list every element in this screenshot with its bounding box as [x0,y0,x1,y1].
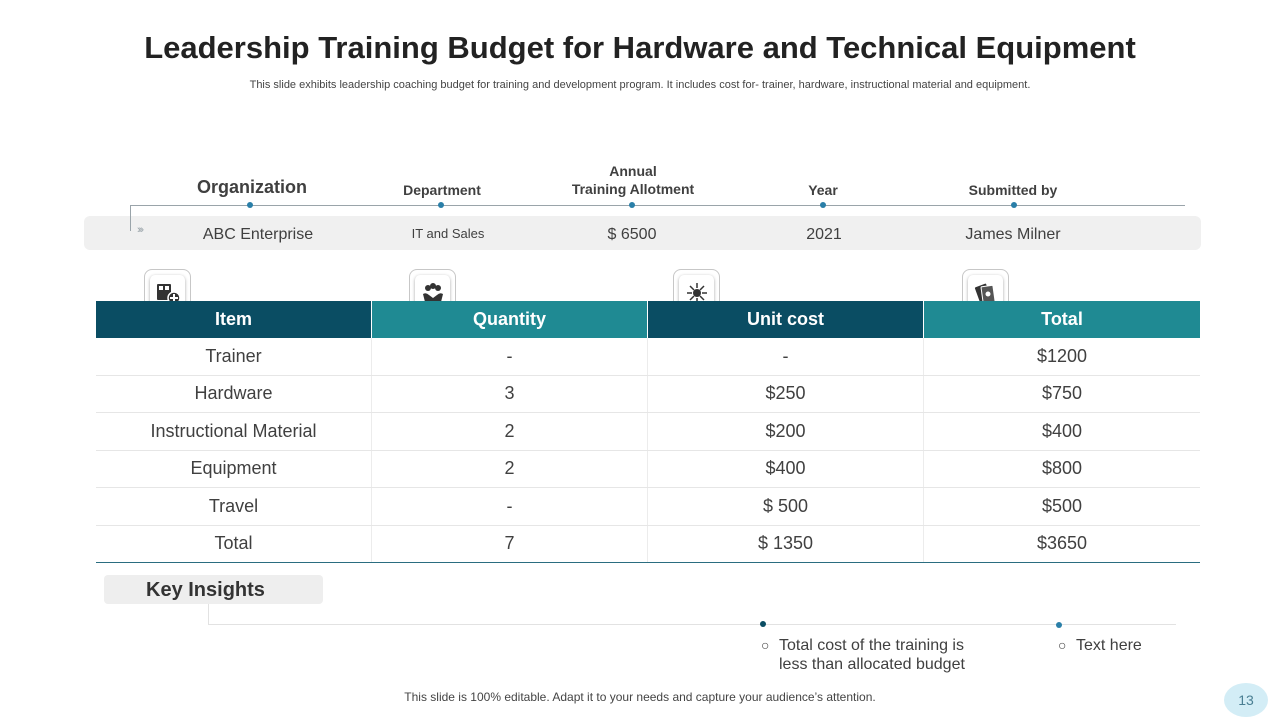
insight-1-line2: less than allocated budget [779,656,965,673]
allotment-label: Annual Training Allotment [572,162,694,198]
timeline-line [130,205,1185,206]
insight-dot [760,621,766,627]
cell-total: $750 [1041,383,1083,404]
cell-unit-cost: $ 1350 [648,525,924,562]
page-number: 13 [1224,683,1268,717]
table-row-total: Total 7 $ 1350 $3650 [96,525,1200,563]
timeline-dot [438,202,444,208]
cell-total: $400 [1041,420,1083,441]
bullet-circle-icon: ○ [1058,637,1067,653]
header-quantity: Quantity [372,301,648,338]
cell-item: Travel [96,488,372,525]
cell-item: Hardware [96,375,372,412]
footer-text: This slide is 100% editable. Adapt it to… [404,690,876,704]
cell-total: $3650 [1036,533,1088,554]
cell-total: $500 [1041,495,1083,516]
cell-quantity: 7 [372,525,648,562]
submitted-by-label: Submitted by [968,182,1058,198]
cell-unit-cost: $200 [648,413,924,450]
timeline-dot [1011,202,1017,208]
header-total: Total [924,301,1200,338]
timeline-dot [820,202,826,208]
header-item: Item [96,301,372,338]
cell-item: Trainer [96,338,372,375]
table-header: Item Quantity Unit cost Total [96,301,1200,338]
key-insights-box [104,575,323,604]
cell-total: $1200 [1036,345,1088,366]
insights-connector [208,604,209,625]
insight-1-line1: Total cost of the training is [779,637,964,654]
key-insights-label: Key Insights [146,579,265,601]
timeline-hook [130,205,131,231]
insights-line [208,624,1176,625]
table-row: Travel - $ 500 $500 [96,488,1200,526]
slide-title: Leadership Training Budget for Hardware … [144,30,1136,65]
organization-value: ABC Enterprise [202,226,314,243]
header-unit-cost: Unit cost [648,301,924,338]
cell-quantity: - [372,338,648,375]
department-value: IT and Sales [411,226,485,241]
timeline-dot [247,202,253,208]
chevrons-icon: ››› [137,224,144,236]
organization-label: Organization [196,177,308,197]
cell-unit-cost: $ 500 [648,488,924,525]
budget-table: Item Quantity Unit cost Total Trainer - … [96,301,1200,563]
submitted-by-value: James Milner [965,226,1061,243]
cell-unit-cost: $250 [648,375,924,412]
cell-unit-cost: - [648,338,924,375]
bullet-circle-icon: ○ [761,637,770,653]
cell-item: Total [96,525,372,562]
insight-bullet-1: ○ Total cost of the training is less tha… [761,636,965,674]
table-row: Trainer - - $1200 [96,338,1200,376]
cell-quantity: 3 [372,375,648,412]
year-label: Year [808,182,838,198]
meta-value-band [84,216,1201,250]
cell-unit-cost: $400 [648,450,924,487]
banknotes-icon [974,283,996,304]
allotment-label-line2: Training Allotment [571,181,695,197]
allotment-value: $ 6500 [607,226,657,243]
cell-quantity: 2 [372,450,648,487]
department-label: Department [403,182,481,198]
timeline-dot [629,202,635,208]
insight-2-text: Text here [1076,637,1142,654]
table-row: Equipment 2 $400 $800 [96,450,1200,488]
allotment-label-line1: Annual [609,163,657,179]
cell-total: $800 [1041,458,1083,479]
year-value: 2021 [806,226,842,243]
insight-dot [1056,622,1062,628]
team-hands-icon [422,282,443,302]
table-row: Instructional Material 2 $200 $400 [96,413,1200,451]
insight-bullet-2: ○ Text here [1058,636,1142,655]
table-row: Hardware 3 $250 $750 [96,375,1200,413]
add-item-icon [156,283,181,305]
cell-quantity: 2 [372,413,648,450]
cell-item: Instructional Material [96,413,372,450]
cell-item: Equipment [96,450,372,487]
slide-subtitle: This slide exhibits leadership coaching … [249,79,1031,91]
cell-quantity: - [372,488,648,525]
